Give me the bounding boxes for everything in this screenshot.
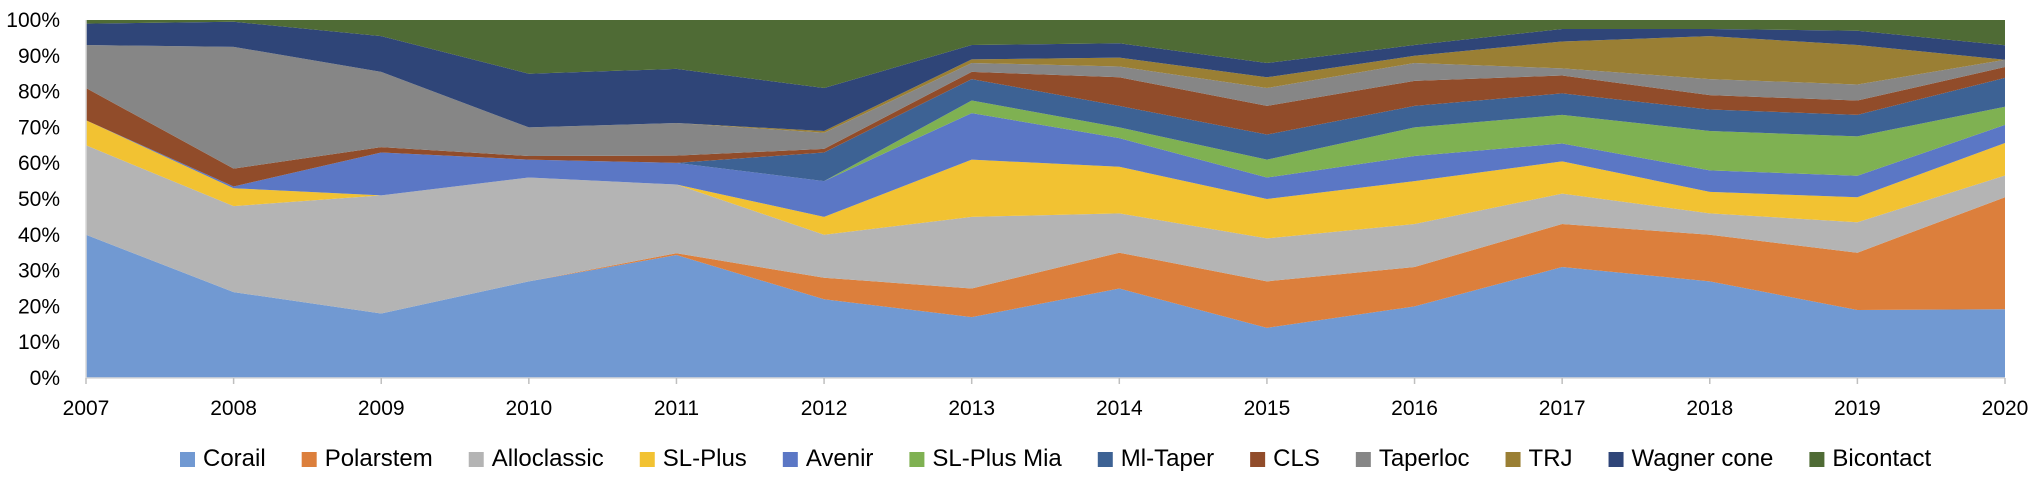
y-tick-label: 50% — [18, 188, 60, 211]
legend-swatch — [1809, 452, 1825, 467]
legend-label: TRJ — [1529, 445, 1573, 472]
y-axis-ticks: 0% 10% 20% 30% 40% 50% 60% 70% 80% 90% 100% — [6, 9, 60, 390]
y-tick-label: 80% — [18, 81, 60, 104]
legend-label: Avenir — [806, 445, 874, 472]
legend-swatch — [639, 452, 655, 467]
legend-label: CLS — [1273, 445, 1320, 472]
y-tick-label: 60% — [18, 152, 60, 175]
legend-label: Ml-Taper — [1121, 445, 1214, 472]
area-wagner-cone — [86, 21, 2005, 131]
area-taperloc — [86, 45, 2005, 169]
y-tick-label: 70% — [18, 116, 60, 139]
legend-item-sl-plus: SL-Plus — [639, 445, 747, 472]
x-tick-label: 2013 — [948, 397, 995, 420]
legend-swatch — [1608, 452, 1624, 467]
legend-swatch — [1250, 452, 1266, 467]
x-axis-ticks: 2007 2008 2009 2010 2011 2012 2013 2014 2015 2016… — [63, 378, 2029, 420]
legend-item-ml-taper: Ml-Taper — [1097, 445, 1214, 472]
y-tick-label: 10% — [18, 331, 60, 354]
legend-label: Bicontact — [1832, 445, 1931, 472]
legend-swatch — [1097, 452, 1113, 467]
area-avenir — [86, 113, 2005, 217]
legend-label: SL-Plus Mia — [932, 445, 1062, 472]
area-ml-taper — [86, 77, 2005, 187]
area-alloclassic — [86, 145, 2005, 314]
y-tick-label: 0% — [30, 367, 60, 390]
legend-label: Polarstem — [325, 445, 433, 472]
y-tick-label: 90% — [18, 45, 60, 68]
legend-item-corail: Corail — [180, 445, 266, 472]
legend-item-sl-plus-mia: SL-Plus Mia — [909, 445, 1062, 472]
legend-label: SL-Plus — [663, 445, 747, 472]
x-tick-label: 2011 — [654, 397, 699, 420]
area-sl-plus-mia — [86, 100, 2005, 187]
y-tick-label: 30% — [18, 260, 60, 283]
area-bicontact — [86, 20, 2005, 89]
legend-swatch — [909, 452, 925, 467]
area-polarstem — [86, 197, 2005, 328]
y-tick-label: 40% — [18, 224, 60, 247]
y-tick-label: 20% — [18, 295, 60, 318]
x-tick-label: 2018 — [1686, 397, 1733, 420]
y-tick-label: 100% — [6, 9, 60, 32]
legend-swatch — [782, 452, 798, 467]
x-tick-label: 2007 — [63, 397, 110, 420]
x-tick-label: 2010 — [505, 397, 552, 420]
legend-item-taperloc: Taperloc — [1355, 445, 1470, 472]
legend-label: Corail — [203, 445, 266, 472]
plot-areas — [86, 20, 2005, 378]
area-cls — [86, 67, 2005, 187]
legend: Corail Polarstem Alloclassic SL-Plus Avenir S… — [180, 445, 1931, 472]
x-tick-label: 2015 — [1244, 397, 1291, 420]
legend-item-trj: TRJ — [1505, 445, 1573, 472]
area-corail — [86, 234, 2005, 378]
legend-item-bicontact: Bicontact — [1809, 445, 1931, 472]
x-tick-label: 2017 — [1539, 397, 1586, 420]
legend-item-alloclassic: Alloclassic — [468, 445, 604, 472]
legend-swatch — [1355, 452, 1371, 467]
x-tick-label: 2014 — [1096, 397, 1143, 420]
legend-item-cls: CLS — [1250, 445, 1320, 472]
legend-item-avenir: Avenir — [782, 445, 874, 472]
x-tick-label: 2020 — [1982, 397, 2029, 420]
x-tick-label: 2012 — [801, 397, 848, 420]
legend-label: Taperloc — [1379, 445, 1470, 472]
x-tick-label: 2019 — [1834, 397, 1881, 420]
area-trj — [86, 36, 2005, 133]
x-tick-label: 2009 — [358, 397, 405, 420]
legend-item-wagner-cone: Wagner cone — [1608, 445, 1774, 472]
legend-item-polarstem: Polarstem — [301, 445, 433, 472]
legend-swatch — [301, 452, 317, 467]
axes — [85, 20, 2005, 379]
legend-label: Alloclassic — [492, 445, 604, 472]
x-tick-label: 2016 — [1391, 397, 1438, 420]
x-tick-label: 2008 — [210, 397, 257, 420]
legend-label: Wagner cone — [1632, 445, 1774, 472]
legend-swatch — [1505, 452, 1521, 467]
area-sl-plus — [86, 120, 2005, 239]
legend-swatch — [468, 452, 484, 467]
legend-swatch — [180, 452, 195, 467]
